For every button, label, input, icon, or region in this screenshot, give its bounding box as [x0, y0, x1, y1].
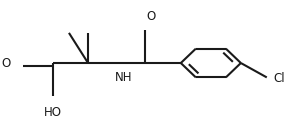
Text: Cl: Cl	[274, 72, 285, 85]
Text: O: O	[1, 57, 10, 69]
Text: HO: HO	[43, 106, 61, 119]
Text: NH: NH	[115, 71, 132, 84]
Text: O: O	[146, 10, 155, 23]
